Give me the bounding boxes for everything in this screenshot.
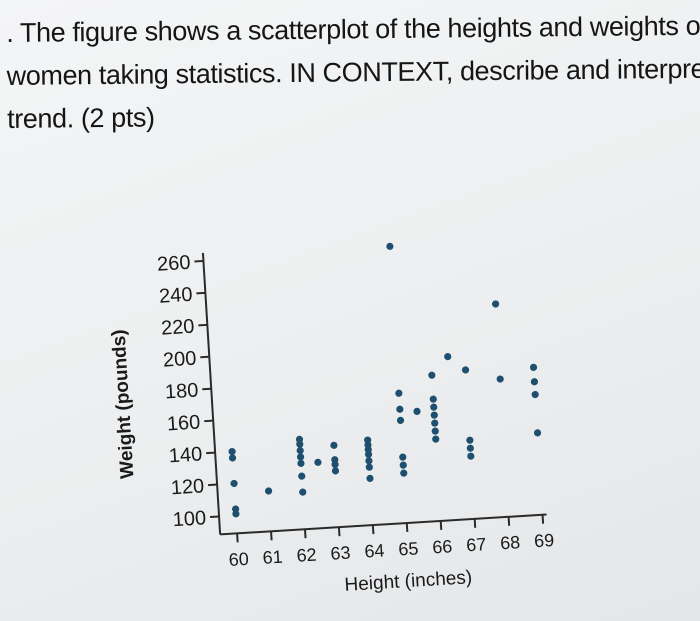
y-tick-label: 120 [170, 475, 205, 499]
question-line-3: trend. (2 pts) [6, 102, 155, 134]
data-point [314, 458, 322, 466]
y-tick-label: 160 [166, 411, 201, 435]
data-point [531, 390, 539, 399]
data-point [496, 375, 504, 383]
data-point [431, 427, 439, 435]
data-point [364, 436, 372, 444]
data-point [296, 446, 304, 455]
y-tick [196, 291, 206, 295]
data-point [399, 453, 407, 461]
x-tick-label: 63 [330, 543, 351, 564]
x-tick [405, 522, 409, 533]
x-tick-label: 65 [398, 538, 419, 559]
y-tick-label: 100 [172, 507, 207, 531]
y-tick [194, 259, 204, 263]
y-axis-line [201, 252, 222, 535]
y-tick [210, 515, 220, 519]
data-point [466, 444, 474, 452]
data-point [429, 395, 437, 403]
data-point [396, 405, 404, 413]
x-tick-label: 64 [364, 540, 385, 561]
data-point [533, 429, 542, 437]
data-point [228, 454, 237, 462]
x-tick-label: 67 [466, 534, 487, 555]
data-point [299, 488, 307, 496]
data-point [466, 436, 474, 444]
data-point [230, 479, 238, 488]
y-tick-label: 260 [157, 252, 192, 276]
x-tick [541, 514, 545, 524]
x-tick [473, 518, 477, 528]
x-tick-label: 66 [432, 536, 453, 557]
x-tick [303, 529, 307, 539]
data-point [430, 403, 438, 411]
x-tick [507, 516, 511, 526]
x-axis-label: Height (inches) [344, 567, 473, 596]
data-point [432, 435, 440, 443]
y-axis-label: Weight (pounds) [108, 329, 138, 480]
x-tick-label: 61 [262, 547, 283, 568]
data-point [264, 487, 273, 495]
data-point [228, 447, 236, 456]
y-tick-label: 240 [158, 284, 193, 308]
x-tick [236, 533, 239, 543]
y-tick [208, 483, 218, 487]
data-point [366, 474, 374, 482]
data-point [232, 505, 240, 513]
data-point [296, 453, 305, 461]
data-point [330, 441, 338, 449]
data-point [491, 300, 500, 308]
x-tick-label: 62 [296, 545, 317, 566]
question-line-1: . The figure shows a scatterplot of the … [6, 10, 700, 48]
data-point [395, 389, 403, 397]
x-tick [270, 531, 273, 541]
scatterplot: 100 120 140 160 180 200 220 240 260 60 61 62 63 64 65 6… [108, 242, 555, 596]
y-tick [198, 323, 208, 327]
data-point [297, 459, 305, 467]
data-point [400, 469, 408, 477]
y-tick-label: 180 [164, 380, 199, 404]
data-point [295, 435, 304, 444]
y-tick [200, 355, 210, 359]
axes: 100 120 140 160 180 200 220 240 260 60 61 62 63 64 65 6… [108, 252, 555, 596]
x-tick-label: 69 [534, 530, 555, 551]
question-text: . The figure shows a scatterplot of the … [6, 5, 700, 141]
data-point [467, 452, 475, 460]
data-point [331, 456, 339, 464]
y-tick-label: 220 [160, 316, 195, 340]
data-point [529, 363, 538, 371]
data-point [365, 457, 373, 465]
data-point [444, 353, 452, 361]
data-point [331, 467, 340, 475]
data-point [298, 472, 306, 480]
data-point [413, 407, 421, 415]
data-point [428, 371, 436, 379]
data-point [461, 366, 470, 374]
data-points [228, 242, 542, 518]
x-tick-label: 60 [228, 549, 249, 570]
y-tick-label: 140 [168, 443, 203, 467]
data-point [365, 463, 373, 471]
data-point [431, 419, 439, 427]
x-tick [439, 520, 443, 530]
x-tick-label: 68 [500, 532, 521, 553]
y-tick-label: 200 [162, 348, 197, 372]
x-tick [371, 525, 375, 535]
x-axis-line [220, 513, 547, 536]
y-tick [202, 387, 212, 391]
data-point [430, 411, 438, 419]
data-point [399, 461, 407, 469]
x-tick [337, 527, 341, 537]
y-tick [206, 451, 216, 455]
data-point [396, 416, 405, 425]
data-point [530, 378, 539, 386]
y-tick [204, 419, 214, 423]
question-line-2: women taking statistics. IN CONTEXT, des… [6, 53, 700, 91]
data-point [386, 242, 394, 250]
